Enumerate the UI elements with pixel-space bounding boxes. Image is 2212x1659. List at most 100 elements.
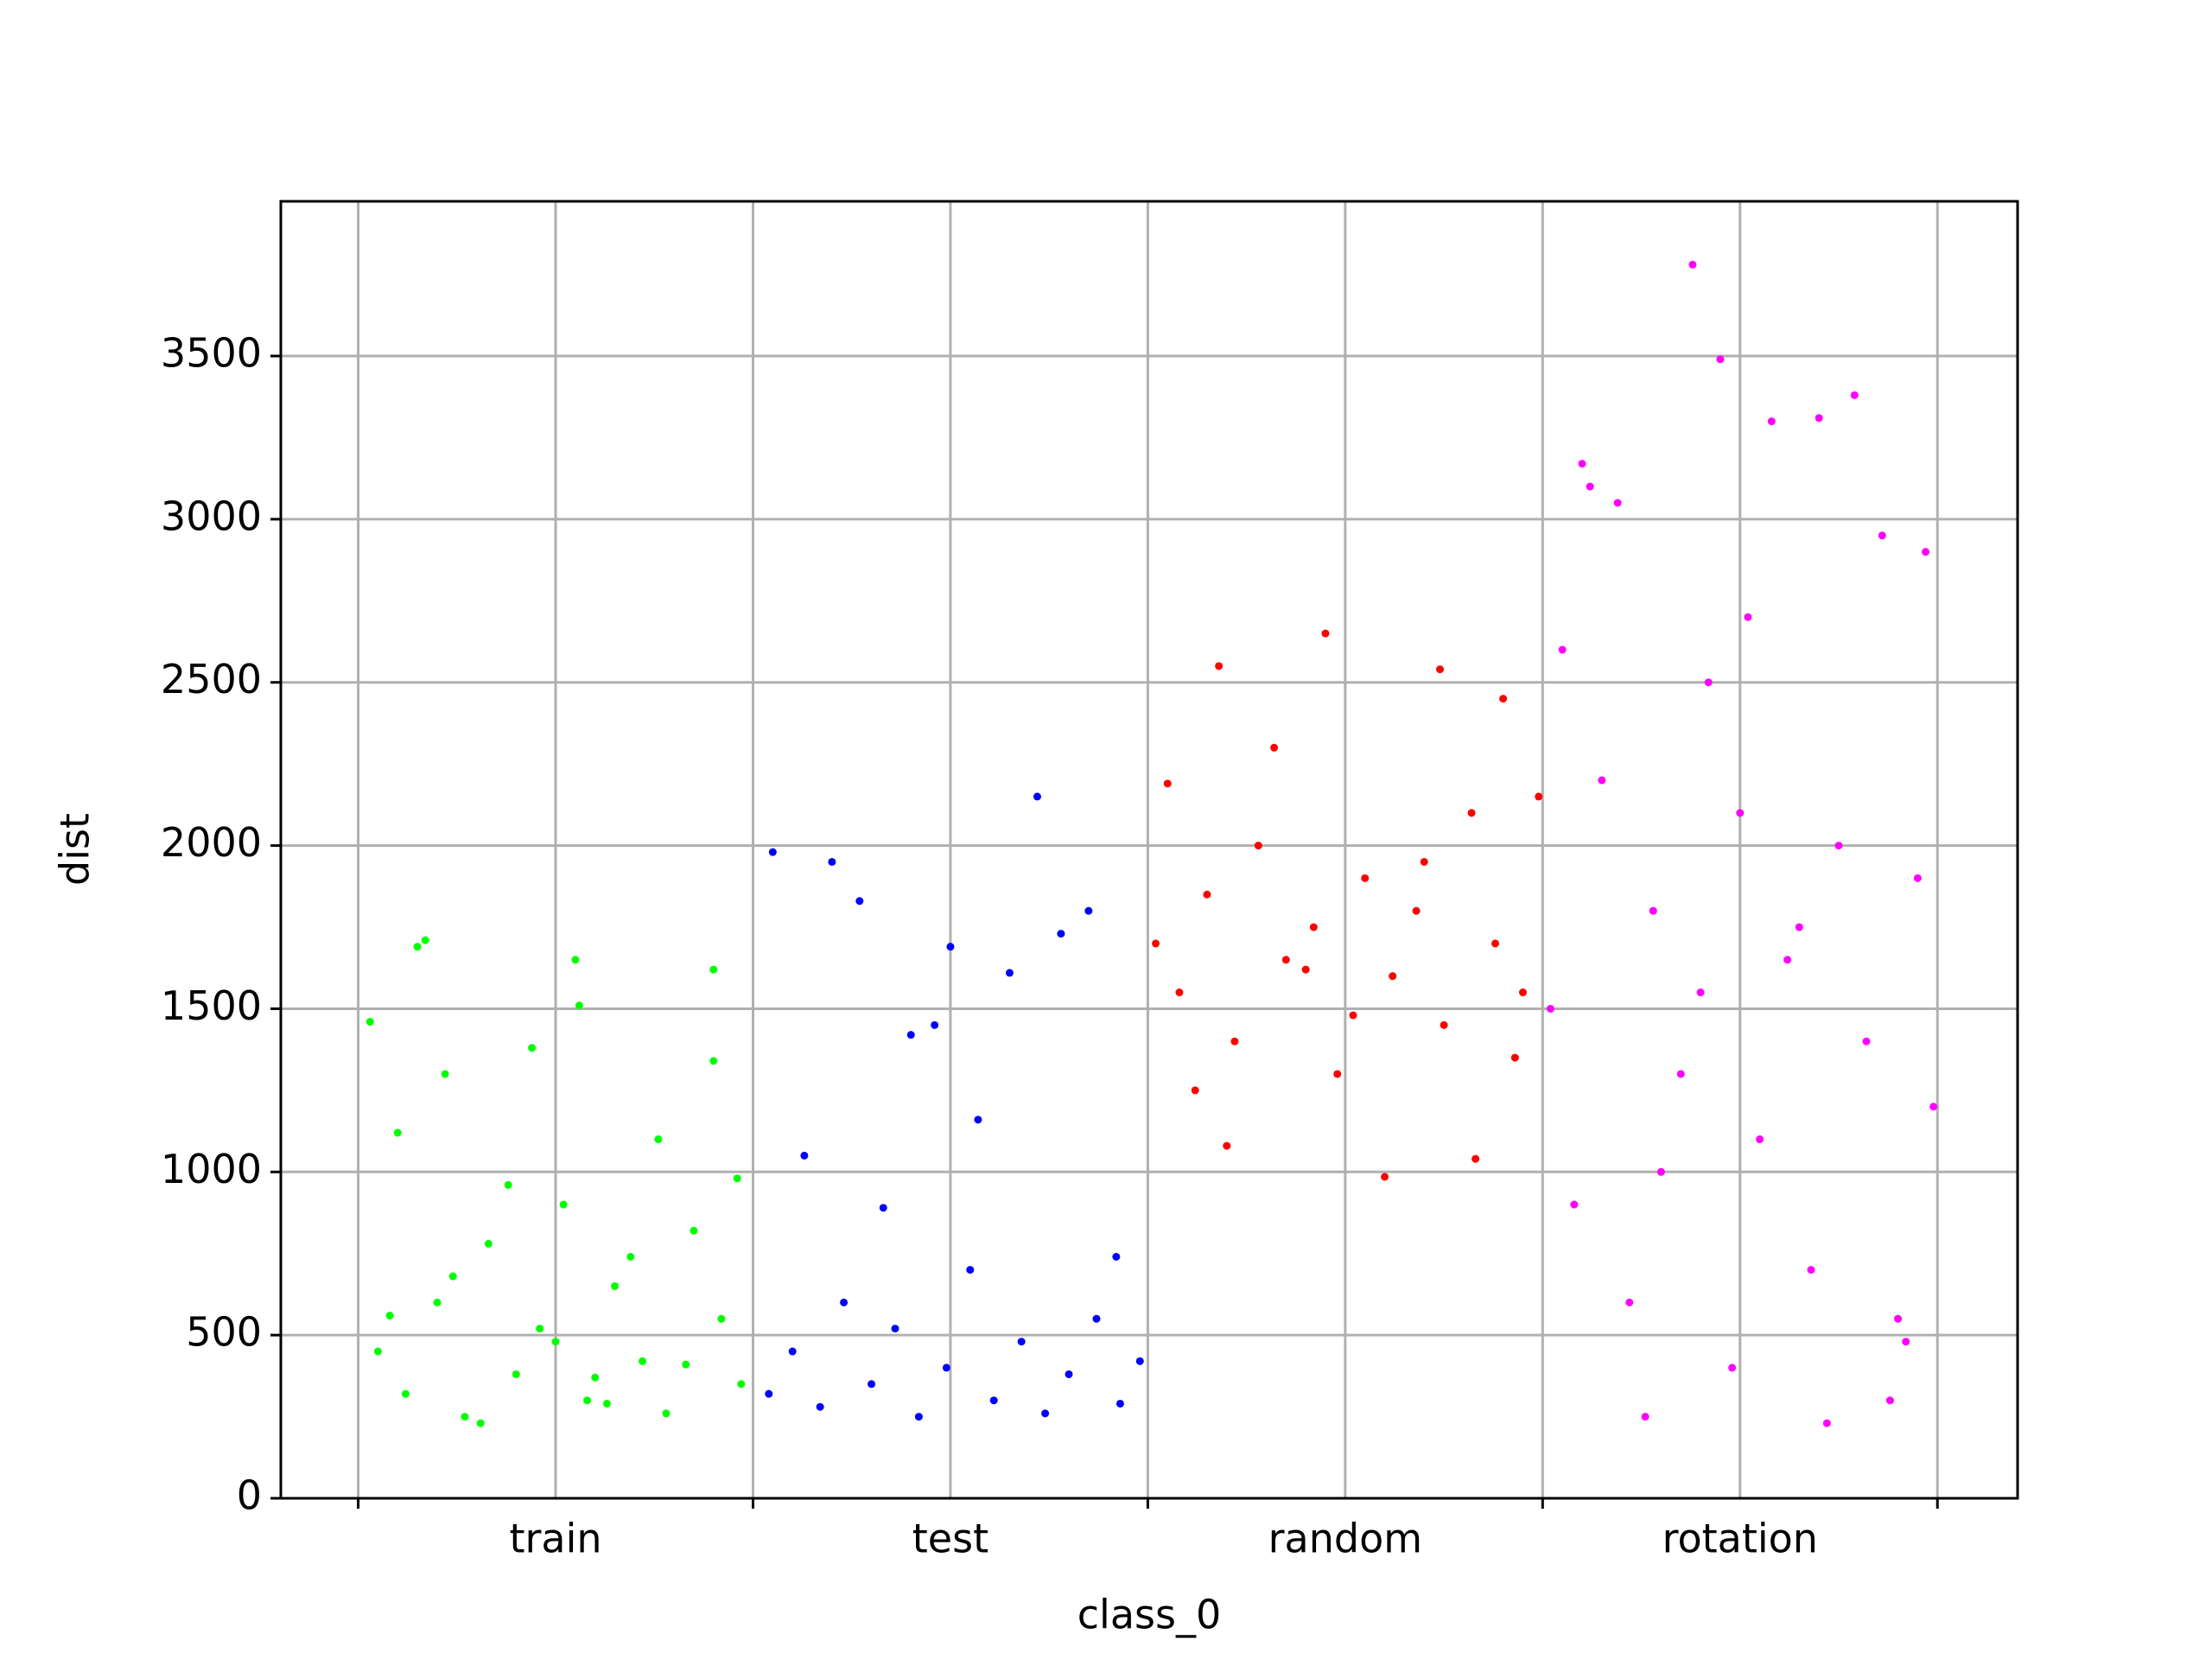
point <box>559 1200 568 1209</box>
point <box>942 1363 950 1372</box>
point <box>1175 988 1184 997</box>
point <box>768 848 777 856</box>
point <box>528 1044 537 1052</box>
point <box>906 1031 915 1039</box>
point <box>931 1020 939 1029</box>
point <box>1688 260 1697 269</box>
y-tick-label: 1500 <box>161 982 262 1029</box>
point <box>1586 482 1594 491</box>
point <box>800 1151 809 1160</box>
point <box>1436 665 1445 674</box>
point <box>662 1409 671 1418</box>
point <box>1412 906 1421 915</box>
point <box>1807 1266 1815 1274</box>
point <box>1913 874 1922 882</box>
point <box>1191 1086 1199 1095</box>
point <box>737 1380 746 1389</box>
point <box>1491 939 1499 948</box>
point <box>421 936 429 944</box>
point <box>840 1298 849 1306</box>
point <box>571 956 580 964</box>
point <box>682 1360 690 1369</box>
point <box>1922 548 1930 556</box>
x-tick-label: test <box>912 1516 988 1562</box>
point <box>1862 1037 1871 1046</box>
point <box>1152 939 1160 948</box>
y-tick-label: 3000 <box>161 493 262 539</box>
y-axis-label: dist <box>52 813 99 886</box>
point <box>1309 923 1318 931</box>
point <box>413 943 422 951</box>
point <box>1005 969 1014 977</box>
point <box>385 1311 394 1319</box>
point <box>504 1180 512 1189</box>
point <box>788 1347 797 1356</box>
point <box>654 1135 663 1144</box>
point <box>1163 779 1172 788</box>
point <box>1471 1154 1480 1163</box>
y-tick-label: 3500 <box>161 330 262 377</box>
point <box>448 1272 457 1281</box>
point <box>401 1389 410 1398</box>
point <box>1361 874 1370 882</box>
point <box>441 1070 449 1078</box>
point <box>393 1128 402 1137</box>
y-tick-label: 500 <box>186 1309 262 1356</box>
point <box>828 857 836 866</box>
y-tick-label: 2500 <box>161 656 262 702</box>
point <box>551 1338 560 1346</box>
point <box>733 1174 741 1183</box>
point <box>1033 792 1041 801</box>
point <box>1112 1252 1121 1261</box>
point <box>1850 391 1859 399</box>
point <box>1389 972 1397 981</box>
point <box>575 1001 583 1010</box>
point <box>1135 1357 1144 1365</box>
point <box>1065 1370 1073 1378</box>
point <box>989 1396 998 1405</box>
point <box>373 1347 382 1356</box>
point <box>1535 792 1543 801</box>
point <box>1676 1070 1685 1078</box>
point <box>1223 1141 1231 1150</box>
point <box>1570 1200 1579 1209</box>
point <box>484 1239 493 1248</box>
point <box>1420 857 1428 866</box>
point <box>855 897 864 906</box>
point <box>914 1413 923 1421</box>
point <box>868 1380 876 1389</box>
point <box>966 1266 975 1274</box>
point <box>1510 1053 1519 1062</box>
point <box>1736 809 1745 817</box>
point <box>1301 965 1310 974</box>
point <box>1767 417 1776 426</box>
point <box>1641 1413 1649 1421</box>
point <box>433 1298 442 1306</box>
point <box>1270 743 1279 752</box>
plot-frame <box>279 200 2019 1500</box>
point <box>1894 1314 1903 1323</box>
point <box>626 1252 635 1261</box>
point <box>1756 1135 1764 1144</box>
point <box>1321 629 1330 638</box>
point <box>639 1357 647 1365</box>
x-tick-label: train <box>509 1516 601 1562</box>
point <box>816 1402 824 1411</box>
point <box>1254 842 1262 850</box>
point <box>1499 695 1508 703</box>
point <box>1041 1409 1050 1418</box>
point <box>1885 1396 1894 1405</box>
point <box>1716 355 1725 364</box>
point <box>974 1116 982 1124</box>
y-tick-label: 2000 <box>161 819 262 866</box>
point <box>591 1373 600 1382</box>
point <box>1649 906 1657 915</box>
point <box>717 1314 726 1323</box>
point <box>1578 460 1586 468</box>
point <box>891 1325 899 1333</box>
point <box>1728 1363 1737 1372</box>
point <box>1381 1173 1389 1181</box>
point <box>1546 1004 1554 1013</box>
